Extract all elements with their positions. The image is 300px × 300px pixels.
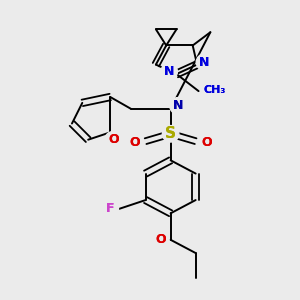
Text: O: O [155, 233, 166, 246]
Text: S: S [165, 126, 176, 141]
Text: O: O [129, 136, 140, 149]
Text: F: F [106, 202, 115, 215]
Text: CH₃: CH₃ [204, 85, 226, 94]
Circle shape [196, 54, 213, 70]
Text: N: N [199, 56, 210, 69]
Text: F: F [106, 202, 115, 215]
Circle shape [162, 126, 179, 142]
Circle shape [152, 232, 169, 248]
Text: O: O [155, 233, 166, 246]
Text: O: O [202, 136, 212, 149]
Text: O: O [108, 133, 119, 146]
Circle shape [126, 134, 142, 151]
Text: O: O [202, 136, 212, 149]
Text: N: N [199, 56, 210, 69]
Circle shape [199, 134, 215, 151]
Text: N: N [173, 99, 183, 112]
Text: O: O [108, 133, 119, 146]
Text: N: N [164, 65, 174, 78]
Text: S: S [165, 126, 176, 141]
Circle shape [102, 201, 119, 217]
Text: N: N [173, 99, 183, 112]
Circle shape [105, 131, 122, 148]
Text: O: O [129, 136, 140, 149]
Circle shape [206, 81, 223, 98]
Circle shape [161, 63, 177, 80]
Circle shape [170, 98, 186, 114]
Text: N: N [164, 65, 174, 78]
Text: CH₃: CH₃ [204, 85, 226, 94]
